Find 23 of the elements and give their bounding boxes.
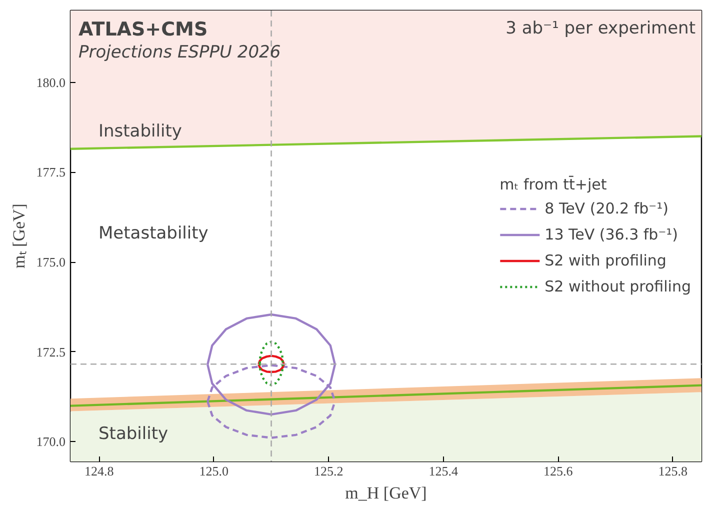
y-tick-label: 175.0 [36,254,66,270]
x-tick-label: 125.4 [428,464,458,478]
annotation: ATLAS+CMS [78,18,208,40]
x-tick-label: 125.8 [658,464,688,478]
y-tick-label: 177.5 [36,164,66,180]
legend-label: S2 without profiling [544,277,691,295]
annotation: Instability [98,122,182,142]
y-tick-label: 170.0 [36,434,66,450]
x-tick-label: 124.8 [84,464,114,478]
annotation: 3 ab⁻¹ per experiment [506,18,696,38]
x-tick-label: 125.0 [199,464,229,478]
annotation: Projections ESPPU 2026 [78,42,281,62]
legend-title: mₜ from tt̄+jet [500,175,608,193]
legend-label: 8 TeV (20.2 fb⁻¹) [544,199,668,217]
y-tick-label: 172.5 [36,344,66,360]
legend-label: 13 TeV (36.3 fb⁻¹) [544,225,678,243]
y-tick-label: 180.0 [36,74,66,90]
annotation: Metastability [98,223,208,244]
x-tick-label: 125.6 [543,464,574,478]
x-tick-label: 125.2 [314,464,344,478]
x-axis-title: m_H [GeV] [345,484,427,502]
legend-label: S2 with profiling [544,251,666,269]
y-axis-title: mₜ [GeV] [9,204,28,268]
